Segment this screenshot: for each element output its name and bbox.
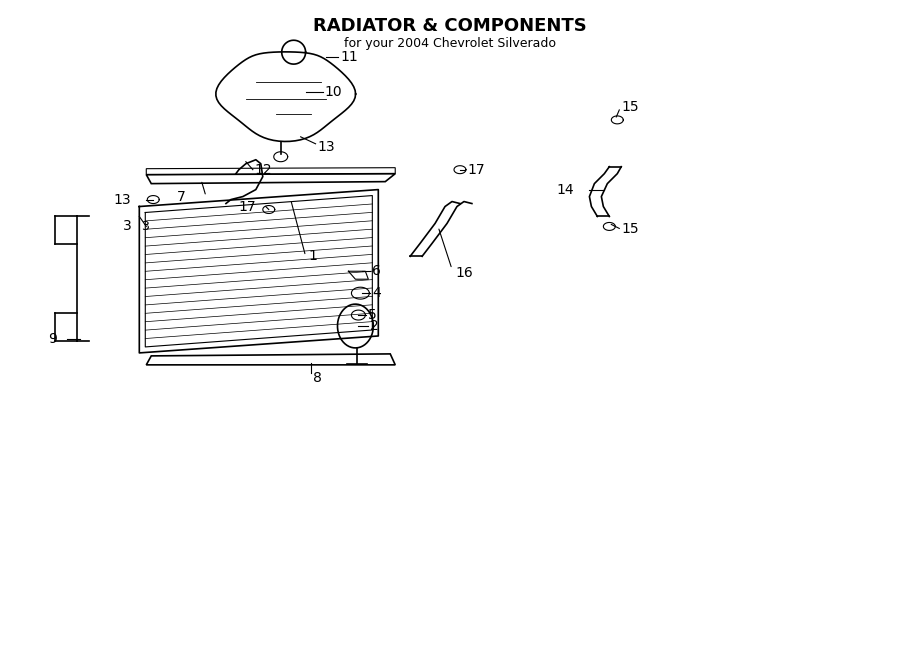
Text: 14: 14: [557, 182, 574, 196]
Text: 13: 13: [113, 192, 131, 206]
Text: RADIATOR & COMPONENTS: RADIATOR & COMPONENTS: [313, 17, 587, 35]
Text: 8: 8: [312, 371, 321, 385]
Text: 9: 9: [48, 332, 57, 346]
Text: 5: 5: [368, 308, 377, 322]
Text: 17: 17: [238, 200, 256, 214]
Text: 7: 7: [177, 190, 186, 204]
Text: 2: 2: [370, 319, 379, 333]
Text: 12: 12: [255, 163, 273, 176]
Text: 6: 6: [373, 264, 382, 278]
Text: 4: 4: [373, 286, 381, 300]
Text: 3: 3: [141, 220, 149, 233]
Text: 13: 13: [318, 139, 335, 154]
Text: 3: 3: [122, 219, 131, 233]
Text: 17: 17: [468, 163, 485, 176]
Text: for your 2004 Chevrolet Silverado: for your 2004 Chevrolet Silverado: [344, 37, 556, 50]
Text: 15: 15: [621, 100, 639, 114]
Text: 1: 1: [309, 249, 318, 263]
Text: 10: 10: [325, 85, 342, 99]
Text: 11: 11: [340, 50, 358, 64]
Text: 16: 16: [455, 266, 472, 280]
Text: 15: 15: [621, 223, 639, 237]
